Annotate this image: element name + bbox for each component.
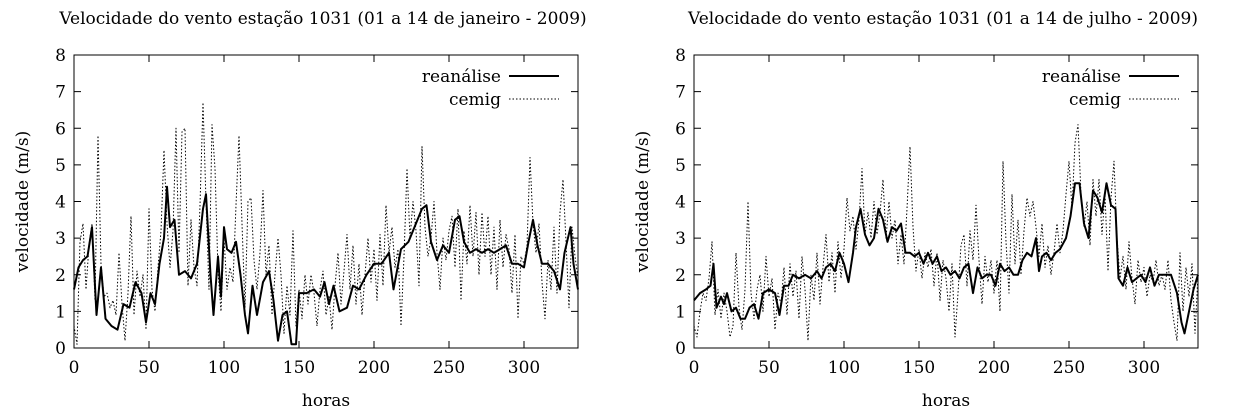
x-tick-label: 150 xyxy=(903,358,935,378)
y-tick-label: 8 xyxy=(55,46,66,66)
y-tick-label: 0 xyxy=(55,339,66,359)
y-axis-label: velocidade (m/s) xyxy=(633,131,653,274)
legend-label: cemig xyxy=(1069,90,1121,110)
x-tick-label: 50 xyxy=(138,358,160,378)
y-tick-label: 5 xyxy=(55,156,66,176)
x-tick-label: 0 xyxy=(69,358,80,378)
legend-label: reanálise xyxy=(1042,67,1121,87)
y-tick-label: 6 xyxy=(675,119,686,139)
legend-label: reanálise xyxy=(422,67,501,87)
x-axis-label: horas xyxy=(922,391,970,411)
y-tick-label: 3 xyxy=(55,229,66,249)
y-tick-label: 6 xyxy=(55,119,66,139)
x-axis-label: horas xyxy=(302,391,350,411)
series-line-reanalise xyxy=(693,182,1199,335)
y-tick-label: 2 xyxy=(675,266,686,286)
y-tick-label: 7 xyxy=(55,83,66,103)
x-tick-label: 300 xyxy=(1128,358,1160,378)
y-tick-label: 8 xyxy=(675,46,686,66)
x-tick-label: 200 xyxy=(358,358,390,378)
plot-frame xyxy=(73,54,579,349)
y-tick-label: 1 xyxy=(675,302,686,322)
y-tick-label: 7 xyxy=(675,83,686,103)
series-line-cemig xyxy=(693,124,1199,342)
x-tick-label: 50 xyxy=(758,358,780,378)
y-tick-label: 5 xyxy=(675,156,686,176)
chart-title: Velocidade do vento estação 1031 (01 a 1… xyxy=(687,9,1198,29)
x-tick-label: 250 xyxy=(433,358,465,378)
chart-july: Velocidade do vento estação 1031 (01 a 1… xyxy=(633,9,1199,411)
x-tick-label: 100 xyxy=(828,358,860,378)
x-tick-label: 200 xyxy=(978,358,1010,378)
series-line-cemig xyxy=(73,102,579,345)
series-line-reanalise xyxy=(73,185,579,346)
x-tick-label: 250 xyxy=(1053,358,1085,378)
y-tick-label: 4 xyxy=(55,193,66,213)
x-tick-label: 300 xyxy=(508,358,540,378)
y-tick-label: 3 xyxy=(675,229,686,249)
legend-label: cemig xyxy=(449,90,501,110)
x-tick-label: 100 xyxy=(208,358,240,378)
chart-january: Velocidade do vento estação 1031 (01 a 1… xyxy=(13,9,587,411)
y-tick-label: 2 xyxy=(55,266,66,286)
x-tick-label: 150 xyxy=(283,358,315,378)
y-tick-label: 1 xyxy=(55,302,66,322)
y-tick-label: 0 xyxy=(675,339,686,359)
x-tick-label: 0 xyxy=(689,358,700,378)
chart-title: Velocidade do vento estação 1031 (01 a 1… xyxy=(58,9,586,29)
y-tick-label: 4 xyxy=(675,193,686,213)
plot-frame xyxy=(693,54,1199,349)
y-axis-label: velocidade (m/s) xyxy=(13,131,33,274)
